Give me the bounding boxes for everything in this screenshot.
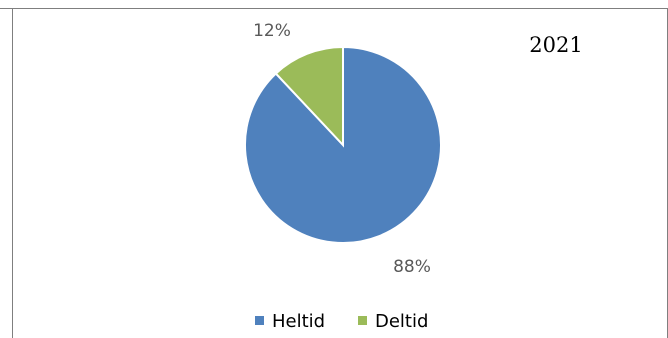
- legend-swatch-heltid: [255, 316, 264, 325]
- legend-label-heltid: Heltid: [272, 311, 325, 332]
- pie-slices: [244, 45, 442, 244]
- legend-swatch-deltid: [358, 316, 367, 325]
- legend-label-deltid: Deltid: [375, 311, 428, 332]
- data-label-deltid: 12%: [253, 21, 291, 41]
- chart-annotation-year: 2021: [529, 33, 582, 57]
- pie-slice-deltid: [274, 45, 344, 148]
- data-label-heltid: 88%: [393, 257, 431, 277]
- legend: Heltid Deltid: [255, 311, 428, 332]
- pie-slice-heltid: [244, 45, 442, 244]
